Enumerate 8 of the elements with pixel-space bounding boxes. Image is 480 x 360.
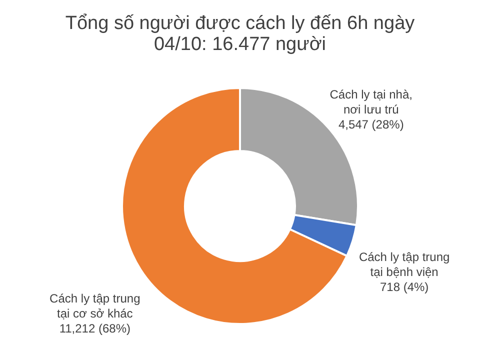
- data-label: 11,212 (68%): [59, 321, 130, 336]
- slice-label: Cách ly tập trung tại cơ sở khác: [50, 291, 140, 320]
- data-label: 718 (4%): [380, 280, 429, 294]
- slice-label: Cách ly tại nhà, nơi lưu trú: [330, 88, 412, 117]
- slice-label: Cách ly tập trung tại bệnh viện: [358, 250, 450, 279]
- text: Tổng số người được cách ly đến 6h ngày: [65, 13, 415, 34]
- text: 04/10: 16.477 người: [154, 34, 326, 55]
- data-label: 4,547 (28%): [338, 118, 404, 132]
